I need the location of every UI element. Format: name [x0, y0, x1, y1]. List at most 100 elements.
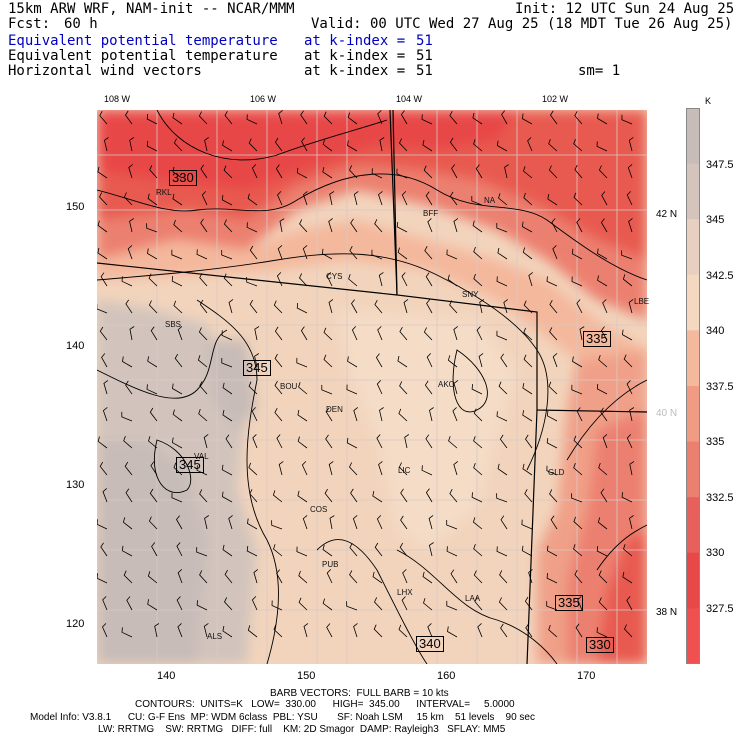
wind-barb — [403, 299, 409, 314]
wind-barb — [103, 380, 109, 395]
lon-label: 102 W — [542, 94, 569, 104]
wind-barb — [172, 383, 183, 395]
lon-label: 104 W — [396, 94, 423, 104]
map-plot — [97, 110, 647, 664]
wind-barb — [252, 434, 258, 449]
wind-barb — [349, 165, 358, 179]
wind-barb — [546, 601, 558, 611]
wind-barb — [221, 358, 233, 368]
wind-barb — [347, 112, 358, 125]
wind-barb — [251, 164, 258, 179]
wind-barb — [628, 218, 633, 233]
wind-barb — [273, 544, 283, 557]
wind-barb — [326, 569, 333, 584]
wind-barb — [148, 436, 158, 449]
wind-barb — [522, 410, 533, 422]
wind-barb — [271, 600, 283, 611]
wind-barb — [429, 407, 434, 422]
wind-barb — [351, 326, 358, 341]
model-info-2: LW: RRTMG SW: RRTMG DIFF: full KM: 2D Sm… — [98, 724, 506, 735]
wind-barb — [528, 569, 533, 584]
wind-barb — [446, 600, 458, 611]
wind-barb — [522, 463, 533, 476]
wind-barb — [447, 274, 458, 287]
wind-barb — [448, 436, 458, 449]
colorbar-tick: 340 — [706, 325, 725, 337]
wind-barb — [600, 407, 608, 422]
wind-barb — [521, 113, 533, 125]
wind-barb — [475, 164, 483, 179]
wind-barb — [473, 273, 483, 287]
field-line-2: Equivalent potential temperature — [8, 48, 278, 64]
wind-barb — [171, 249, 183, 260]
wind-barb — [298, 597, 308, 611]
fcst-value: 60 h — [64, 16, 98, 32]
wind-barb — [322, 544, 333, 557]
wind-barb — [224, 111, 233, 125]
wind-barb — [222, 544, 233, 557]
wind-barb — [496, 493, 508, 503]
field-level-2: at k-index = — [304, 48, 406, 64]
wind-barb — [198, 111, 208, 125]
wind-barb — [151, 542, 158, 557]
wind-barb — [348, 274, 358, 287]
wind-barb — [597, 248, 608, 260]
wind-barb — [373, 624, 383, 638]
wind-barb — [396, 221, 408, 233]
wind-barb — [121, 276, 133, 287]
wind-barb — [398, 462, 408, 476]
wind-barb — [350, 218, 358, 233]
wind-barb — [397, 355, 408, 368]
wind-barb — [199, 273, 208, 287]
wind-barb — [274, 326, 283, 341]
wind-barb — [176, 515, 183, 530]
wind-barb — [326, 623, 333, 638]
wind-barb — [427, 623, 433, 638]
wind-barb — [600, 326, 608, 341]
wind-barb — [99, 326, 108, 341]
wind-barb — [124, 461, 133, 476]
wind-barb — [278, 461, 284, 476]
wind-barb — [325, 407, 333, 422]
wind-barb — [297, 490, 308, 503]
field-k-3: 51 — [416, 63, 433, 79]
valid-time: Valid: 00 UTC Wed 27 Aug 25 (18 MDT Tue … — [311, 16, 733, 32]
wind-barb — [546, 465, 558, 476]
wind-barb — [123, 192, 133, 206]
city-label: GLD — [548, 468, 565, 477]
wind-barb — [629, 461, 635, 476]
smoothing-label: sm= 1 — [578, 63, 621, 79]
wind-barb — [299, 273, 308, 287]
wind-barb — [198, 408, 208, 422]
wind-barb — [222, 382, 233, 395]
colorbar-cell — [686, 163, 700, 220]
wind-barb — [398, 408, 408, 422]
wind-barb — [172, 409, 183, 422]
wind-barb — [496, 330, 508, 341]
wind-barb — [221, 250, 233, 260]
wind-barb — [323, 111, 333, 125]
wind-barb — [473, 139, 483, 152]
wind-barb — [428, 515, 434, 530]
wind-barb — [453, 218, 459, 233]
x-tick-label: 150 — [297, 670, 316, 682]
wind-barb — [522, 247, 533, 260]
wind-barb — [273, 624, 283, 638]
colorbar-unit: K — [705, 96, 712, 106]
wind-barb — [574, 111, 583, 125]
wind-barb — [196, 600, 208, 611]
wind-barb — [453, 461, 459, 476]
city-label: RKL — [156, 188, 172, 197]
wind-barb — [328, 461, 334, 476]
wind-barb — [376, 515, 383, 530]
wind-barb — [496, 546, 508, 557]
wind-barb — [224, 597, 233, 611]
wind-barb — [274, 137, 283, 152]
wind-barb — [371, 249, 383, 260]
wind-barb — [102, 623, 108, 638]
wind-barb — [279, 218, 285, 233]
wind-barb — [449, 111, 458, 125]
city-label: VAL — [194, 452, 209, 461]
wind-barb — [479, 299, 485, 314]
wind-barb — [446, 546, 458, 557]
